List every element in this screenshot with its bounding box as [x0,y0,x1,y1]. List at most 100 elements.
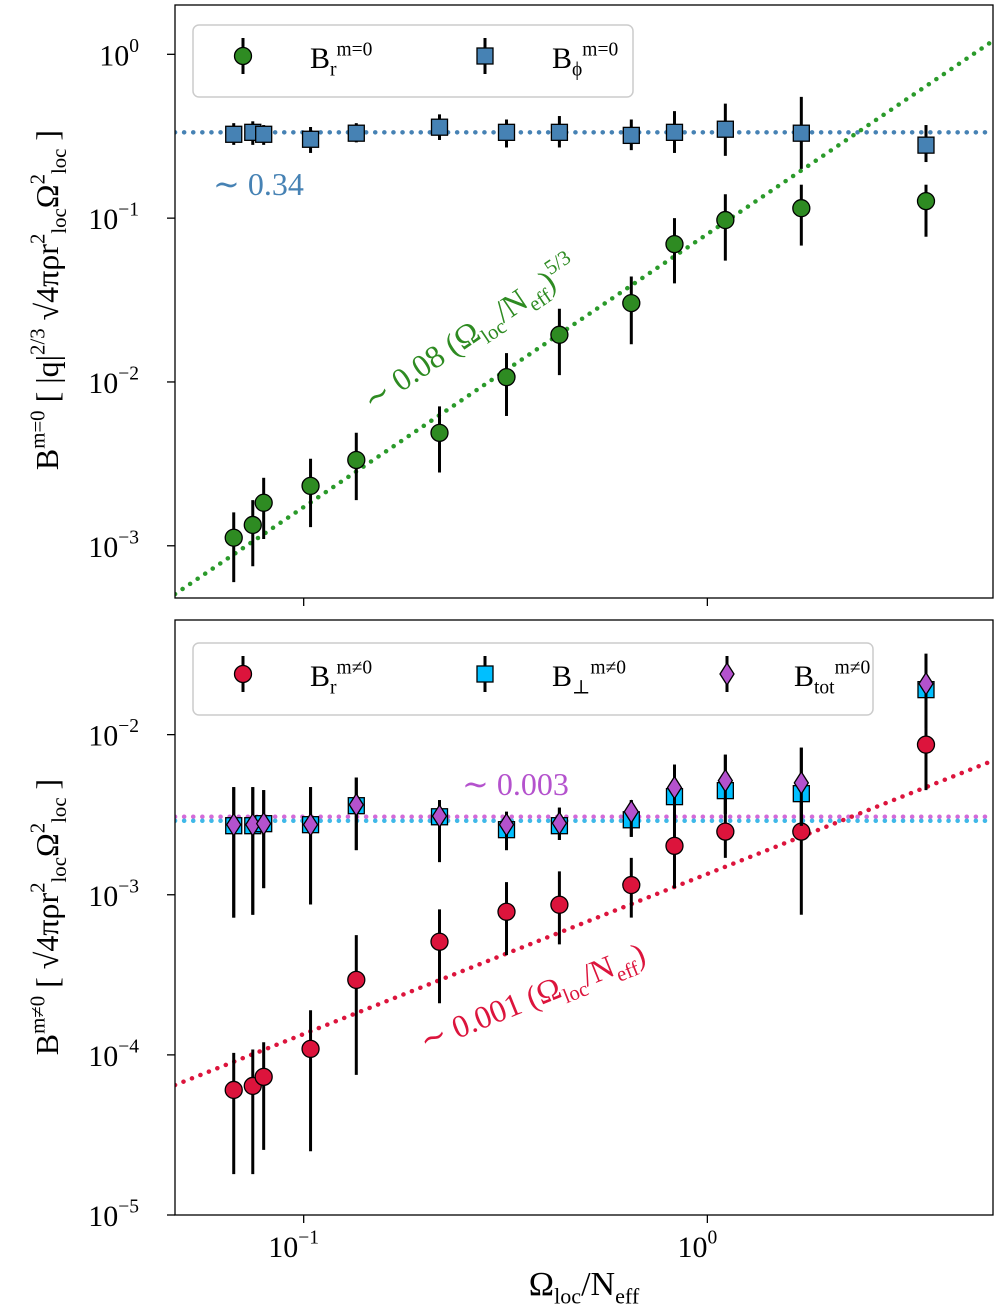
text-part: m=0 [337,39,373,60]
text-part: B [29,449,65,470]
legend-marker [233,46,253,66]
tick-exponent: −1 [298,1228,319,1249]
legend-label: Bϕm=0 [552,39,618,80]
legend-label: Btotm≠0 [794,657,870,698]
text-part: ϕ [572,60,582,81]
text-part: 2 [27,174,50,184]
y-tick-label: 10−1 [88,200,139,237]
marker [245,812,261,837]
tick-exponent: −5 [118,1197,139,1218]
marker [622,126,640,145]
marker [551,810,568,836]
marker [550,895,569,914]
marker [347,124,365,142]
marker [254,1067,273,1087]
text-part: [ √4πρr [29,893,65,996]
tick-exponent: −2 [118,716,139,737]
tick-base: 10 [88,1040,118,1073]
annotation: ∼ 0.001 (Ωloc/Neff) [414,935,652,1064]
text-part: loc [48,857,71,882]
marker [301,1039,320,1059]
marker [301,130,320,148]
text-part: B [29,1034,65,1055]
y-tick-label: 10−5 [88,1197,139,1234]
marker [916,191,936,211]
text-part: ⊥ [572,678,590,699]
text-part: eff [615,1284,640,1309]
text-part: loc [48,797,71,822]
y-axis-label: Bm≠0 [ √4πρr2locΩ2loc ] [27,779,71,1055]
text-part: loc [48,149,71,174]
text-part: Ω [529,1266,554,1303]
tick-exponent: −4 [118,1036,139,1057]
marker [665,123,684,141]
marker [430,118,449,136]
marker [498,812,515,837]
marker [666,775,683,800]
marker [792,199,811,218]
fit-line [175,38,993,597]
text-part: m≠0 [337,657,373,678]
tick-base: 10 [88,367,118,400]
text-part: ] [29,130,65,149]
marker [622,293,641,313]
legend-marker [476,665,494,683]
tick-base: 10 [677,1231,707,1264]
text-part: r [330,60,337,81]
text-part: B [310,42,330,75]
y-tick-label: 10−2 [88,363,139,400]
tick-exponent: 0 [707,1228,717,1249]
tick-base: 10 [88,880,118,913]
text-part: ∼ 0.34 [213,166,304,202]
text-part: [ |q| [29,355,65,410]
text-part: loc [48,208,71,233]
text-part: tot [814,678,835,699]
y-tick-label: 10−2 [88,716,139,753]
marker [623,799,640,824]
marker [430,932,449,951]
y-tick-label: 10−3 [88,527,139,564]
text-part: ] [29,779,65,798]
marker [254,493,273,512]
marker [717,768,734,793]
y-axis-label: Bm=0 [ |q|2/3 √4πρr2locΩ2loc ] [27,130,71,470]
y-tick-label: 100 [99,36,139,73]
marker [497,902,516,921]
marker [430,423,449,443]
x-tick-label: 100 [677,1228,717,1265]
marker [225,125,243,143]
marker [665,234,684,254]
marker [622,875,641,895]
legend-marker [719,661,735,687]
marker [917,136,935,154]
fit-line [175,758,993,1088]
text-part: r [330,678,337,699]
marker [348,792,365,817]
text-part: 2 [27,234,50,244]
text-part: m≠0 [835,657,871,678]
marker [347,450,366,470]
marker [716,822,735,841]
legend-marker [476,47,494,65]
marker [497,123,516,141]
text-part: 2/3 [27,328,50,355]
marker [301,476,320,496]
marker [792,124,810,142]
legend-box [192,642,874,716]
tick-exponent: −2 [118,363,139,384]
legend-label: Brm=0 [310,39,372,80]
marker [243,515,262,535]
y-tick-label: 10−3 [88,876,139,913]
text-part: loc [554,1284,581,1309]
tick-base: 10 [88,720,118,753]
marker [431,803,448,829]
annotation: ∼ 0.003 [462,766,569,802]
x-tick-label: 10−1 [268,1228,319,1265]
marker [916,735,936,754]
marker [918,671,934,696]
text-part: B [794,660,814,693]
text-part: m≠0 [27,996,50,1034]
text-part: 2 [27,823,50,833]
text-part: B [552,42,572,75]
text-part: B [310,660,330,693]
